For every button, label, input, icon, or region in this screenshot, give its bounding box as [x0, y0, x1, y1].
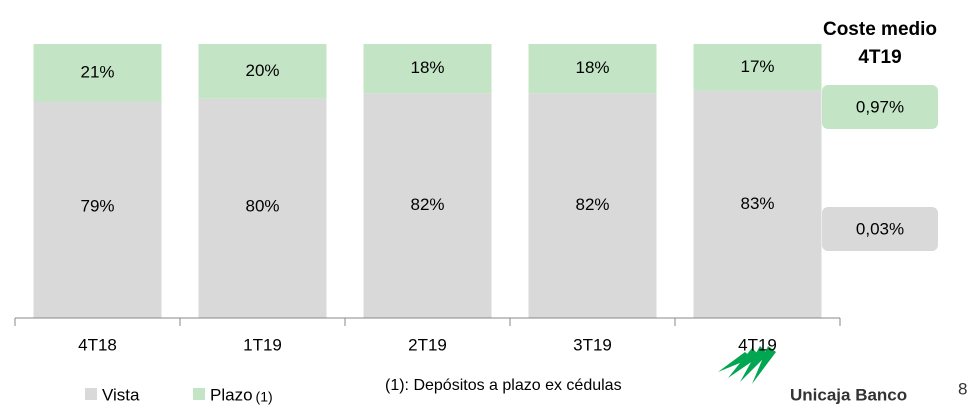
- x-tick-label: 4T18: [78, 335, 117, 354]
- legend-label: Vista: [102, 385, 140, 404]
- bar-segment: [693, 90, 822, 318]
- value-label: 82%: [410, 195, 444, 214]
- cost-box: [822, 85, 938, 129]
- cost-value: 0,97%: [856, 97, 904, 116]
- legend-note: (1): [256, 389, 273, 405]
- page-number: 8: [958, 379, 967, 398]
- bar-segment: [363, 93, 492, 318]
- bar-segment: [528, 44, 657, 94]
- cost-value: 0,03%: [856, 219, 904, 238]
- value-label: 18%: [410, 58, 444, 77]
- value-label: 21%: [80, 62, 114, 81]
- logo-icon: [718, 346, 776, 384]
- value-label: 82%: [575, 195, 609, 214]
- bar-segment: [693, 44, 822, 91]
- value-label: 79%: [80, 196, 114, 215]
- bar-segment: [33, 44, 162, 102]
- panel-title: Coste medio: [823, 19, 937, 40]
- value-label: 17%: [740, 57, 774, 76]
- value-label: 83%: [740, 194, 774, 213]
- bar-segment: [528, 93, 657, 318]
- x-tick-label: 1T19: [243, 335, 282, 354]
- cost-box: [822, 207, 938, 251]
- value-label: 20%: [245, 61, 279, 80]
- bar-segment: [198, 98, 327, 318]
- panel-title: 4T19: [858, 47, 901, 68]
- logo-text: Unicaja Banco: [790, 385, 907, 404]
- legend-swatch: [193, 388, 205, 400]
- x-tick-label: 4T19: [738, 335, 777, 354]
- bar-segment: [363, 44, 492, 94]
- legend-swatch: [85, 388, 97, 400]
- x-tick-label: 3T19: [573, 335, 612, 354]
- x-tick-label: 2T19: [408, 335, 447, 354]
- value-label: 18%: [575, 58, 609, 77]
- bar-segment: [33, 101, 162, 318]
- legend-label: Plazo: [210, 385, 253, 404]
- footnote: (1): Depósitos a plazo ex cédulas: [385, 377, 622, 394]
- value-label: 80%: [245, 196, 279, 215]
- bar-segment: [198, 44, 327, 99]
